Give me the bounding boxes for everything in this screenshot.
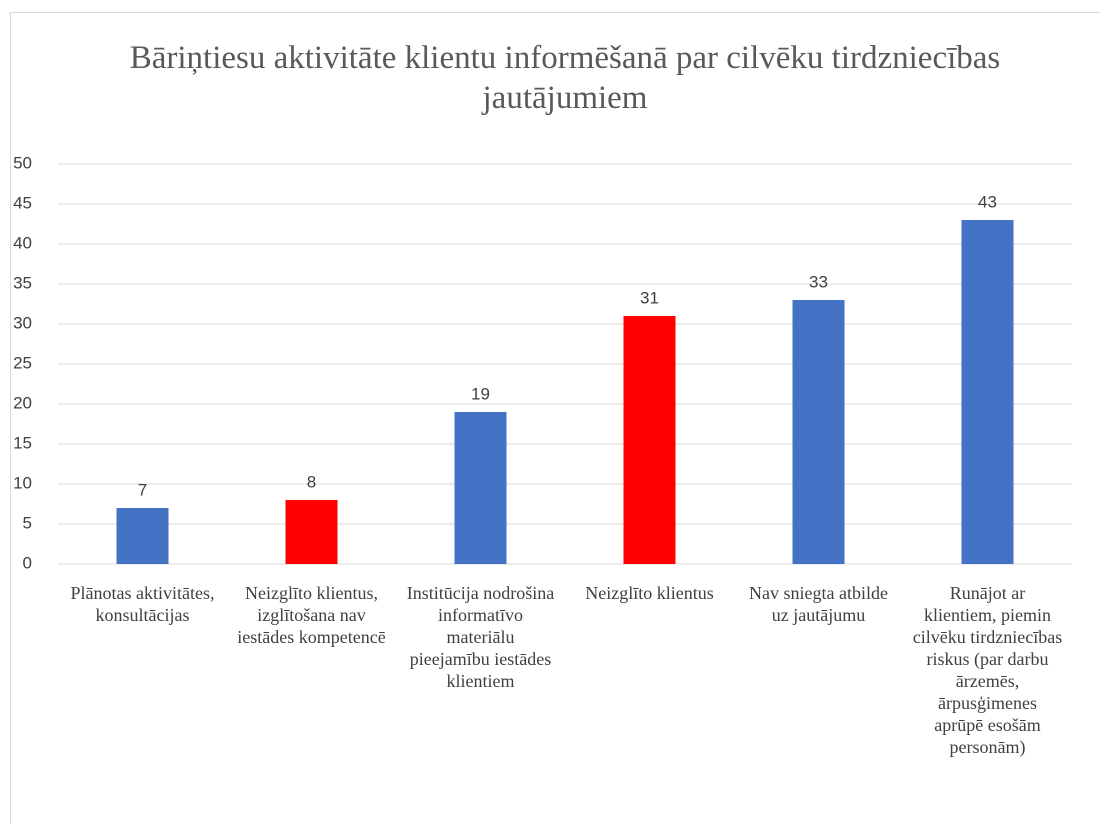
x-tick-label: Neizglīto klientus, izglītošana nav iest…: [237, 583, 386, 647]
chart-border: [10, 12, 1100, 824]
y-tick-label: 20: [13, 393, 32, 412]
value-label: 7: [138, 480, 147, 499]
y-tick-label: 25: [13, 353, 32, 372]
value-label: 33: [809, 272, 828, 291]
x-tick-label: Neizglīto klientus: [585, 583, 714, 603]
y-tick-label: 30: [13, 313, 32, 332]
x-tick-label: Nav sniegta atbilde uz jautājumu: [749, 583, 888, 625]
bar: [792, 300, 845, 564]
x-tick-label: Institūcija nodrošina informatīvo materi…: [406, 583, 555, 691]
bar: [454, 412, 507, 564]
y-tick-label: 10: [13, 473, 32, 492]
x-tick-label: Runājot ar klientiem, piemin cilvēku tir…: [912, 583, 1063, 757]
value-label: 31: [640, 288, 659, 307]
bar: [961, 220, 1014, 564]
y-tick-label: 40: [13, 233, 32, 252]
value-label: 8: [307, 472, 316, 491]
y-tick-label: 50: [13, 153, 32, 172]
y-tick-label: 15: [13, 433, 32, 452]
y-tick-label: 0: [23, 553, 32, 572]
bar: [116, 508, 169, 564]
chart-title: Bāriņtiesu aktivitāte klientu informēšan…: [129, 40, 1001, 116]
y-tick-label: 45: [13, 193, 32, 212]
bar: [285, 500, 338, 564]
y-tick-label: 5: [23, 513, 32, 532]
x-tick-label: Plānotas aktivitātes, konsultācijas: [70, 583, 215, 625]
bar: [623, 316, 676, 564]
value-label: 19: [471, 384, 490, 403]
y-tick-label: 35: [13, 273, 32, 292]
value-label: 43: [978, 192, 997, 211]
